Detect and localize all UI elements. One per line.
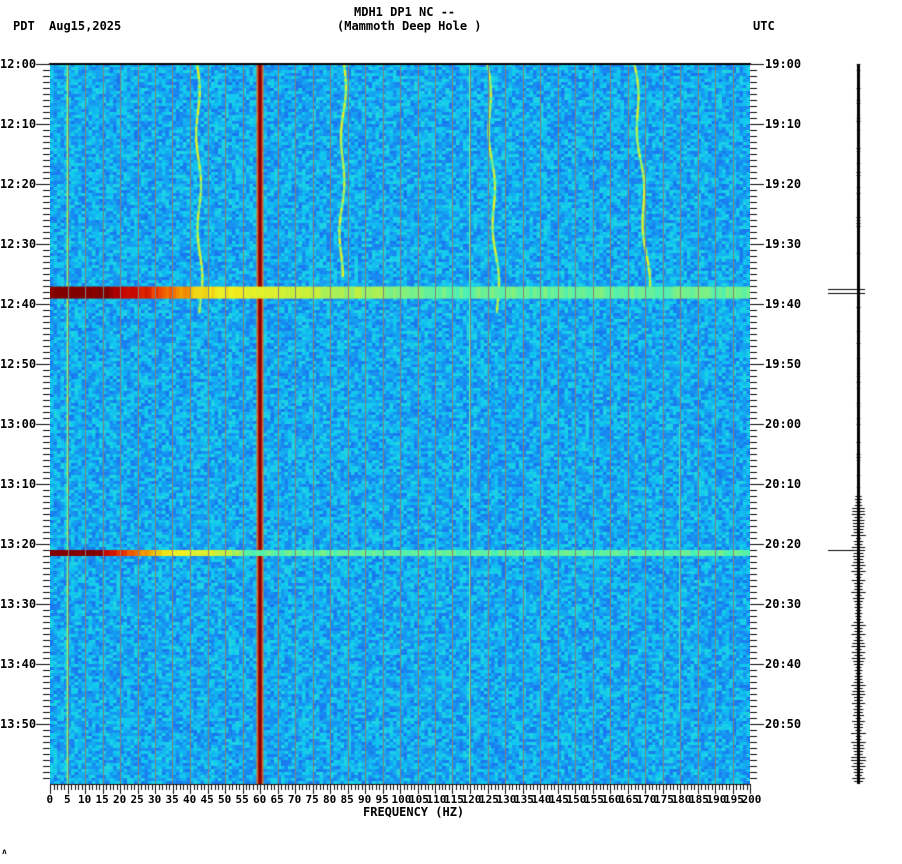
frequency-tick-label: 130	[496, 793, 517, 806]
frequency-tick-label: 15	[95, 793, 109, 806]
frequency-tick-label: 95	[375, 793, 389, 806]
frequency-tick-label: 170	[636, 793, 657, 806]
x-axis-title: FREQUENCY (HZ)	[363, 805, 465, 819]
frequency-tick-label: 60	[253, 793, 267, 806]
frequency-tick-label: 165	[619, 793, 639, 806]
frequency-tick-label: 185	[689, 793, 709, 806]
frequency-tick-label: 140	[531, 793, 552, 806]
frequency-tick-label: 10	[78, 793, 92, 806]
frequency-tick-label: 110	[426, 793, 447, 806]
frequency-tick-label: 100	[391, 793, 412, 806]
frequency-tick-label: 150	[566, 793, 587, 806]
frequency-tick-label: 25	[130, 793, 144, 806]
frequency-tick-label: 5	[64, 793, 71, 806]
frequency-tick-label: 20	[113, 793, 127, 806]
frequency-tick-label: 40	[183, 793, 197, 806]
frequency-tick-label: 70	[288, 793, 302, 806]
frequency-tick-label: 200	[741, 793, 762, 806]
frequency-tick-label: 195	[724, 793, 744, 806]
frequency-tick-label: 155	[584, 793, 604, 806]
frequency-tick-label: 125	[479, 793, 499, 806]
frequency-tick-label: 105	[409, 793, 429, 806]
frequency-tick-label: 160	[601, 793, 622, 806]
frequency-tick-label: 80	[323, 793, 337, 806]
corner-mark: ʌ	[2, 847, 7, 856]
frequency-tick-label: 90	[358, 793, 372, 806]
frequency-tick-label: 145	[549, 793, 569, 806]
frequency-tick-label: 175	[654, 793, 674, 806]
frequency-tick-label: 190	[706, 793, 727, 806]
frequency-tick-label: 55	[235, 793, 249, 806]
frequency-tick-label: 30	[148, 793, 162, 806]
frequency-tick-label: 120	[461, 793, 482, 806]
frequency-tick-label: 65	[270, 793, 284, 806]
frequency-tick-label: 135	[514, 793, 534, 806]
frequency-tick-label: 180	[671, 793, 692, 806]
frequency-tick-label: 45	[200, 793, 214, 806]
frequency-tick-label: 115	[444, 793, 464, 806]
frequency-tick-label: 35	[165, 793, 179, 806]
frequency-tick-label: 50	[218, 793, 232, 806]
frequency-tick-label: 85	[340, 793, 354, 806]
frequency-tick-label: 0	[46, 793, 54, 806]
frequency-tick-label: 75	[305, 793, 319, 806]
